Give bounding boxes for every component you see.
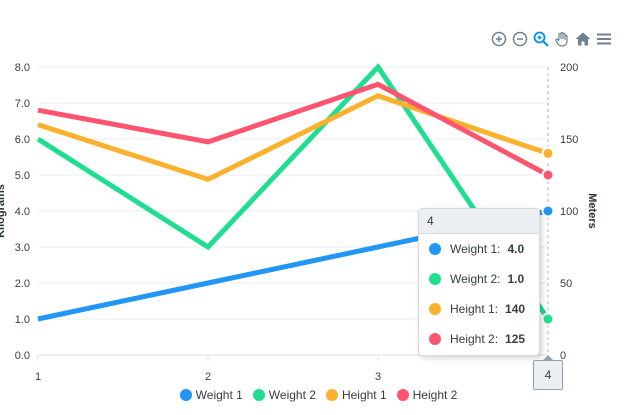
tooltip-row-height-2: Height 2: 125 bbox=[419, 324, 539, 354]
series-line-weight-2 bbox=[36, 63, 551, 321]
tooltip-marker bbox=[429, 333, 441, 345]
chart-toolbar bbox=[490, 30, 613, 48]
data-point-marker bbox=[541, 146, 555, 160]
y-left-axis-title: Kilograms bbox=[0, 184, 7, 238]
legend-label: Height 1 bbox=[341, 388, 387, 402]
y-left-tick-label: 4.0 bbox=[15, 206, 30, 218]
x-crosshair-label: 4 bbox=[533, 355, 563, 390]
tooltip-row-weight-2: Weight 2: 1.0 bbox=[419, 264, 539, 294]
y-left-tick-label: 5.0 bbox=[15, 170, 30, 182]
legend-marker bbox=[396, 389, 409, 401]
pan-hand-icon[interactable] bbox=[553, 30, 571, 48]
tooltip-value: 140 bbox=[505, 302, 526, 316]
data-point-marker bbox=[541, 168, 555, 182]
legend-marker bbox=[252, 389, 265, 401]
tooltip-value: 125 bbox=[505, 332, 526, 346]
x-tick-label: 3 bbox=[375, 371, 381, 383]
tooltip-label: Height 1: bbox=[450, 302, 499, 316]
x-tick-label: 2 bbox=[205, 371, 211, 383]
data-point-marker bbox=[541, 312, 555, 326]
legend-label: Height 2 bbox=[412, 388, 458, 402]
y-left-tick-label: 7.0 bbox=[15, 98, 30, 110]
tooltip: 4 Weight 1: 4.0 Weight 2: 1.0 Height 1: … bbox=[418, 208, 540, 356]
legend-label: Weight 1 bbox=[195, 388, 243, 402]
y-left-tick-label: 6.0 bbox=[15, 134, 30, 146]
y-left-tick-label: 1.0 bbox=[15, 314, 30, 326]
menu-icon[interactable] bbox=[595, 30, 613, 48]
x-tick-label: 1 bbox=[35, 371, 41, 383]
tooltip-label: Height 2: bbox=[450, 332, 499, 346]
y-left-tick-label: 8.0 bbox=[15, 62, 30, 74]
y-right-axis-title: Meters bbox=[586, 193, 598, 228]
y-left-tick-label: 3.0 bbox=[15, 242, 30, 254]
y-right-tick-label: 50 bbox=[560, 278, 572, 290]
tooltip-marker bbox=[429, 303, 441, 315]
y-left-tick-label: 2.0 bbox=[15, 278, 30, 290]
tooltip-row-height-1: Height 1: 140 bbox=[419, 294, 539, 324]
zoom-in-icon[interactable] bbox=[490, 30, 508, 48]
legend-item-height-1[interactable]: Height 1 bbox=[325, 388, 387, 402]
zoom-selection-icon[interactable] bbox=[532, 30, 550, 48]
tooltip-title: 4 bbox=[419, 209, 539, 234]
tooltip-label: Weight 2: bbox=[450, 272, 501, 286]
y-right-tick-label: 0 bbox=[560, 350, 566, 362]
legend-marker bbox=[325, 389, 338, 401]
legend-item-weight-2[interactable]: Weight 2 bbox=[252, 388, 316, 402]
series-line-height-2 bbox=[37, 81, 550, 178]
legend-item-height-2[interactable]: Height 2 bbox=[396, 388, 458, 402]
zoom-out-icon[interactable] bbox=[511, 30, 529, 48]
home-reset-icon[interactable] bbox=[574, 30, 592, 48]
tooltip-label: Weight 1: bbox=[450, 242, 501, 256]
legend-marker bbox=[179, 389, 192, 401]
tooltip-marker bbox=[429, 243, 441, 255]
data-point-marker bbox=[541, 204, 555, 218]
tooltip-marker bbox=[429, 273, 441, 285]
tooltip-value: 4.0 bbox=[507, 242, 525, 256]
y-right-tick-label: 200 bbox=[560, 62, 578, 74]
y-right-tick-label: 150 bbox=[560, 134, 578, 146]
legend-label: Weight 2 bbox=[268, 388, 316, 402]
tooltip-row-weight-1: Weight 1: 4.0 bbox=[419, 234, 539, 264]
legend: Weight 1 Weight 2 Height 1 Height 2 bbox=[0, 388, 637, 402]
series-line-height-1 bbox=[37, 93, 549, 183]
tooltip-value: 1.0 bbox=[507, 272, 525, 286]
legend-item-weight-1[interactable]: Weight 1 bbox=[179, 388, 243, 402]
y-left-tick-label: 0.0 bbox=[15, 350, 30, 362]
y-right-tick-label: 100 bbox=[560, 206, 578, 218]
